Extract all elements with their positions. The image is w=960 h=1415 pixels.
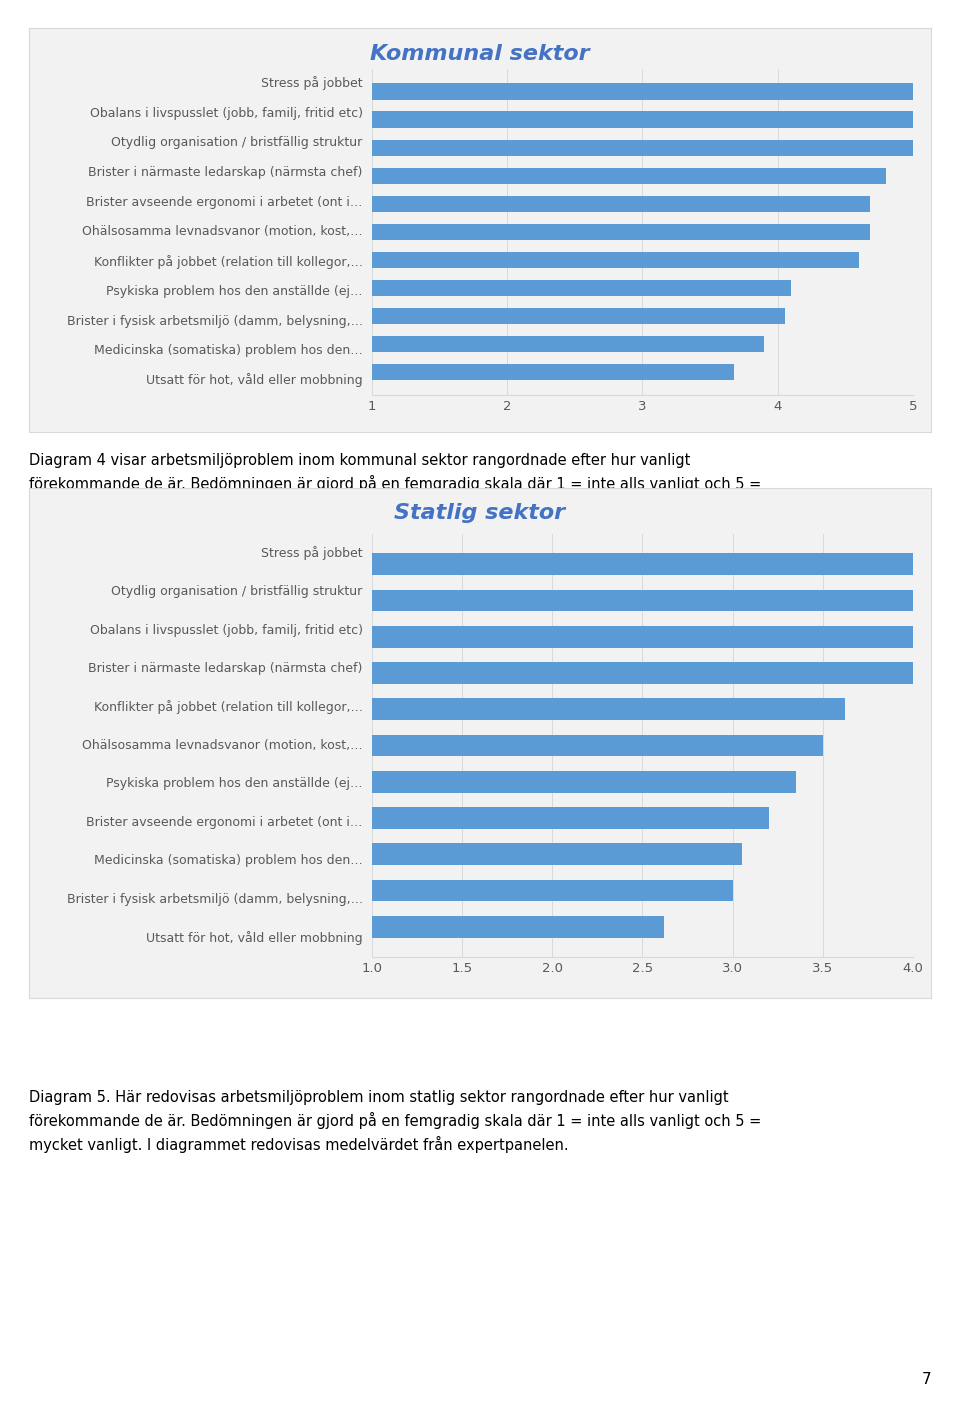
Text: Utsatt för hot, våld eller mobbning: Utsatt för hot, våld eller mobbning xyxy=(146,374,363,388)
Text: Psykiska problem hos den anställde (ej…: Psykiska problem hos den anställde (ej… xyxy=(107,284,363,297)
Text: Brister i närmaste ledarskap (närmsta chef): Brister i närmaste ledarskap (närmsta ch… xyxy=(88,166,363,180)
Text: Statlig sektor: Statlig sektor xyxy=(395,504,565,524)
Text: Obalans i livspusslet (jobb, familj, fritid etc): Obalans i livspusslet (jobb, familj, fri… xyxy=(89,106,363,120)
Bar xyxy=(372,698,845,720)
Text: Konflikter på jobbet (relation till kollegor,…: Konflikter på jobbet (relation till koll… xyxy=(94,255,363,269)
Bar xyxy=(372,662,931,683)
Bar xyxy=(372,83,960,100)
Text: Kommunal sektor: Kommunal sektor xyxy=(371,44,589,65)
Bar xyxy=(372,843,742,865)
Bar xyxy=(372,224,870,241)
Bar xyxy=(372,553,960,574)
Text: Utsatt för hot, våld eller mobbning: Utsatt för hot, våld eller mobbning xyxy=(146,931,363,945)
Bar xyxy=(372,280,791,296)
Text: Otydlig organisation / bristfällig struktur: Otydlig organisation / bristfällig struk… xyxy=(111,586,363,599)
Bar xyxy=(372,252,859,269)
Text: Ohälsosamma levnadsvanor (motion, kost,…: Ohälsosamma levnadsvanor (motion, kost,… xyxy=(82,225,363,239)
Bar xyxy=(372,167,886,184)
Text: Diagram 5. Här redovisas arbetsmiljöproblem inom statlig sektor rangordnade efte: Diagram 5. Här redovisas arbetsmiljöprob… xyxy=(29,1090,761,1153)
Bar xyxy=(372,335,764,352)
Bar xyxy=(372,625,958,648)
Bar xyxy=(372,140,926,156)
Text: Diagram 4 visar arbetsmiljöproblem inom kommunal sektor rangordnade efter hur va: Diagram 4 visar arbetsmiljöproblem inom … xyxy=(29,453,761,516)
Text: 7: 7 xyxy=(922,1373,931,1387)
Bar xyxy=(372,307,784,324)
Text: Medicinska (somatiska) problem hos den…: Medicinska (somatiska) problem hos den… xyxy=(94,855,363,867)
Bar xyxy=(372,771,796,792)
Text: Medicinska (somatiska) problem hos den…: Medicinska (somatiska) problem hos den… xyxy=(94,344,363,357)
Text: Brister i närmaste ledarskap (närmsta chef): Brister i närmaste ledarskap (närmsta ch… xyxy=(88,662,363,675)
Bar xyxy=(372,734,823,756)
Bar xyxy=(372,880,732,901)
Text: Brister i fysisk arbetsmiljö (damm, belysning,…: Brister i fysisk arbetsmiljö (damm, bely… xyxy=(66,314,363,327)
Bar xyxy=(372,807,769,829)
Text: Psykiska problem hos den anställde (ej…: Psykiska problem hos den anställde (ej… xyxy=(107,777,363,791)
Bar xyxy=(372,195,870,212)
Text: Brister i fysisk arbetsmiljö (damm, belysning,…: Brister i fysisk arbetsmiljö (damm, bely… xyxy=(66,893,363,906)
Text: Stress på jobbet: Stress på jobbet xyxy=(261,76,363,91)
Text: Ohälsosamma levnadsvanor (motion, kost,…: Ohälsosamma levnadsvanor (motion, kost,… xyxy=(82,739,363,751)
Bar xyxy=(372,590,960,611)
Text: Brister avseende ergonomi i arbetet (ont i…: Brister avseende ergonomi i arbetet (ont… xyxy=(86,195,363,209)
Text: Stress på jobbet: Stress på jobbet xyxy=(261,546,363,560)
Bar xyxy=(372,916,664,938)
Text: Brister avseende ergonomi i arbetet (ont i…: Brister avseende ergonomi i arbetet (ont… xyxy=(86,816,363,829)
Text: Obalans i livspusslet (jobb, familj, fritid etc): Obalans i livspusslet (jobb, familj, fri… xyxy=(89,624,363,637)
Bar xyxy=(372,112,960,129)
Bar xyxy=(372,364,734,381)
Text: Konflikter på jobbet (relation till kollegor,…: Konflikter på jobbet (relation till koll… xyxy=(94,700,363,715)
Text: Otydlig organisation / bristfällig struktur: Otydlig organisation / bristfällig struk… xyxy=(111,136,363,150)
